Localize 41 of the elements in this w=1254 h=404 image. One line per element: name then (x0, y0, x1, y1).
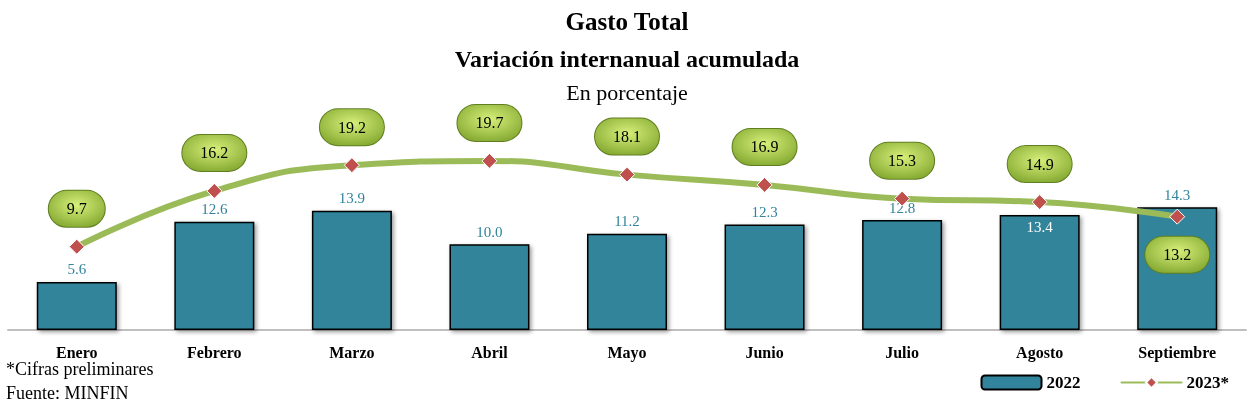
source-note: Fuente: MINFIN (6, 383, 129, 403)
x-tick-label: Marzo (329, 343, 375, 361)
data-label: 11.2 (614, 213, 640, 230)
data-label: 15.3 (888, 152, 917, 170)
x-tick-label: Febrero (187, 343, 242, 361)
data-label: 16.2 (200, 144, 229, 162)
data-label: 12.3 (751, 203, 778, 220)
data-label: 12.6 (201, 201, 228, 218)
data-label: 18.1 (613, 128, 641, 146)
data-label: 19.2 (337, 118, 366, 136)
data-label: 5.6 (67, 261, 87, 278)
bar (724, 224, 805, 330)
x-tick-label: Enero (56, 343, 98, 361)
x-tick-label: Julio (885, 343, 920, 361)
x-tick-label: Mayo (607, 343, 647, 362)
bar (587, 233, 667, 330)
data-label: 13.2 (1163, 246, 1192, 264)
x-tick-label: Abril (471, 343, 509, 361)
legend-label: 2023* (1186, 373, 1229, 392)
x-tick-label: Agosto (1016, 343, 1064, 362)
data-label: 14.9 (1025, 155, 1054, 173)
text: En porcentaje (566, 79, 688, 105)
bar (311, 210, 392, 330)
bar (999, 214, 1080, 330)
x-tick-label: Septiembre (1138, 343, 1217, 362)
x-tick-label: Junio (745, 343, 784, 361)
data-label: 16.9 (750, 138, 779, 156)
data-label: 13.4 (1026, 219, 1054, 236)
bar (862, 220, 943, 330)
chart-title: Gasto Total (565, 8, 689, 35)
bar (449, 244, 530, 330)
data-label: 14.3 (1164, 186, 1191, 203)
data-label: 19.7 (475, 114, 504, 132)
text: *Cifras preliminares (6, 359, 154, 379)
legend-label: 2022 (1046, 373, 1081, 392)
bar (174, 221, 255, 330)
data-label: 9.7 (66, 200, 87, 218)
data-label: 10.0 (476, 223, 503, 240)
chart-subtitle: Variación internanual acumulada (454, 46, 800, 72)
bar (36, 281, 117, 330)
data-label: 13.9 (338, 190, 366, 207)
